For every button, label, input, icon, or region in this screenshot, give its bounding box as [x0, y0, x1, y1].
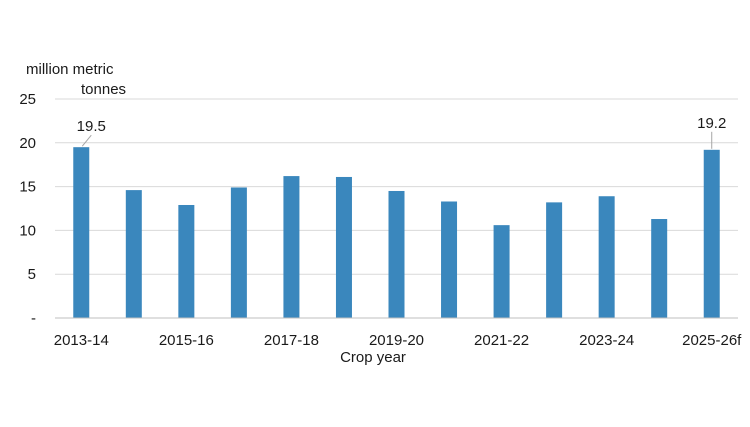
x-tick-label: 2017-18 — [264, 332, 319, 349]
y-tick-label: 5 — [28, 266, 36, 283]
bar-2019-20 — [388, 190, 405, 318]
y-tick-label: 20 — [19, 135, 36, 152]
annotations: 19.5 19.2 — [77, 115, 726, 149]
bar-2018-19 — [335, 176, 352, 318]
bar-2024-25 — [651, 219, 668, 318]
x-tick-labels: 2013-14 2015-16 2017-18 2019-20 2021-22 2023-… — [54, 332, 742, 349]
x-tick-label: 2015-16 — [159, 332, 214, 349]
x-tick-label: 2021-22 — [474, 332, 529, 349]
data-label: 19.2 — [697, 115, 726, 132]
bar-2023-24 — [598, 196, 615, 318]
bar-2014-15 — [125, 190, 142, 318]
x-tick-label: 2013-14 — [54, 332, 109, 349]
y-axis-label-line-1: million metric — [26, 61, 114, 78]
bar-2020-21 — [441, 201, 458, 318]
y-axis-label-line-2: tonnes — [81, 81, 126, 98]
bar-2017-18 — [283, 176, 300, 318]
bars — [73, 147, 720, 318]
bar-2015-16 — [178, 204, 195, 318]
x-tick-label: 2025-26f — [682, 332, 742, 349]
bar-2021-22 — [493, 225, 510, 318]
data-label: 19.5 — [77, 118, 106, 135]
bar-2025-26f — [703, 149, 720, 318]
x-axis-label: Crop year — [340, 349, 406, 366]
y-tick-labels: - 5 10 15 20 25 — [19, 91, 36, 327]
annotation-leader-line — [81, 134, 92, 147]
y-tick-label: 10 — [19, 222, 36, 239]
bar-2022-23 — [546, 202, 563, 318]
y-tick-label: - — [31, 310, 36, 327]
bar-2016-17 — [230, 187, 247, 318]
x-tick-label: 2023-24 — [579, 332, 634, 349]
bar-2013-14 — [73, 147, 90, 318]
y-tick-label: 15 — [19, 179, 36, 196]
x-tick-label: 2019-20 — [369, 332, 424, 349]
gridlines — [55, 98, 738, 275]
y-tick-label: 25 — [19, 91, 36, 108]
